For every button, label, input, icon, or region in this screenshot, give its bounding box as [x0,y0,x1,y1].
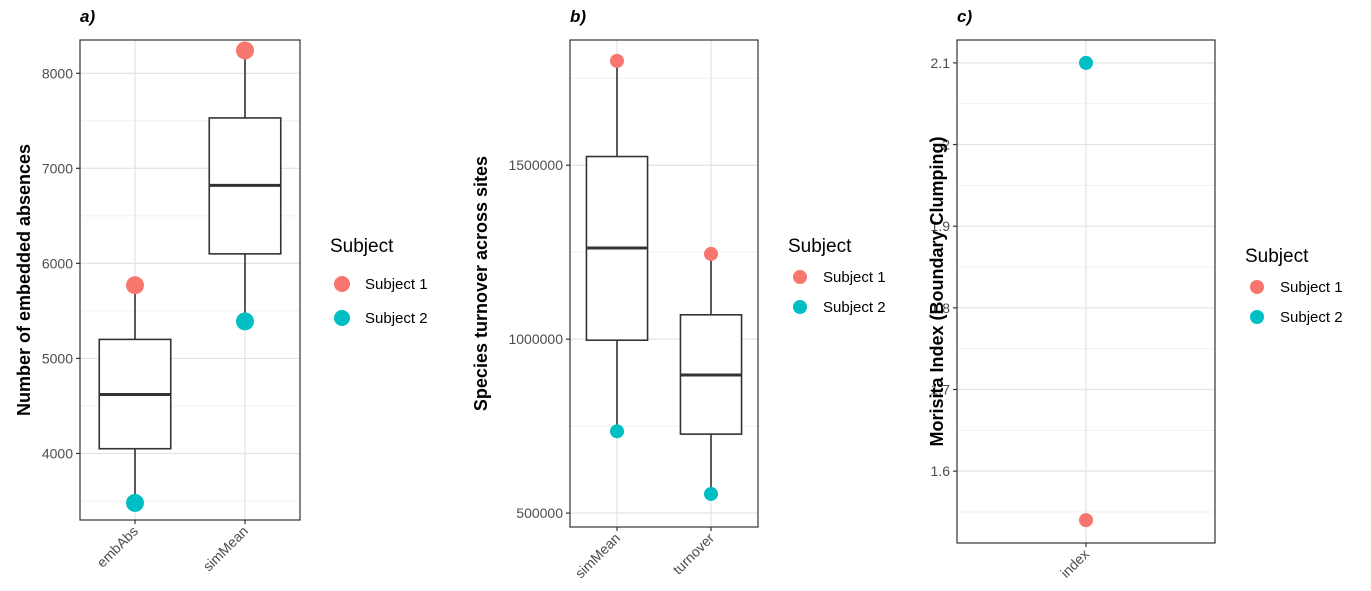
legend-key-1 [334,276,350,292]
y-tick-label: 5000 [42,350,73,366]
point-subject-1 [126,276,144,295]
legend-key-2 [334,310,350,326]
x-tick-label: simMean [572,530,623,581]
y-tick-label: 6000 [42,255,73,271]
legend-key-2 [1250,310,1264,324]
panel-2: 500000 1000000 1500000 simMean turnover Speci… [471,7,886,581]
box-simMean [585,60,649,432]
legend: Subject Subject 1 Subject 2 [1245,246,1343,326]
legend-title: Subject [788,236,852,257]
y-axis-title: Number of embedded absences [14,144,34,416]
legend: Subject Subject 1 Subject 2 [330,236,428,327]
legend-title: Subject [330,236,394,257]
y-axis-title: Species turnover across sites [471,156,491,411]
point-subject-1 [236,41,254,60]
legend: Subject Subject 1 Subject 2 [788,236,886,316]
point-subject-1 [610,53,624,68]
panel-border [79,39,301,521]
y-tick-label: 1000000 [508,331,563,347]
legend-label: Subject 1 [365,276,428,293]
y-tick-label: 1.9 [931,218,951,234]
legend-label: Subject 1 [1280,279,1343,296]
point-subject-2 [236,312,254,331]
point-subject-2 [704,486,718,501]
y-tick-label: 7000 [42,160,73,176]
y-tick-label: 1500000 [508,157,563,173]
legend-key-1 [793,270,807,284]
y-tick-label: 2.1 [931,55,951,71]
box-embAbs [98,285,172,503]
legend-key-1 [1250,280,1264,294]
point-subject-2 [610,424,624,439]
point-subject-2 [126,493,144,512]
point-subject-2 [1079,55,1093,70]
x-tick-label: turnover [669,530,717,578]
y-tick-label: 1.8 [931,300,951,316]
y-tick-label: 1.7 [931,381,951,397]
legend-label: Subject 1 [823,269,886,286]
legend-title: Subject [1245,246,1309,267]
x-tick-label: embAbs [93,523,141,571]
legend-key-2 [793,300,807,314]
x-tick-label: index [1057,546,1092,581]
y-tick-label: 8000 [42,65,73,81]
panel-1: 4000 5000 6000 7000 8000 embAbs simMean Number … [14,7,428,574]
panel-tag: c) [957,7,972,26]
y-tick-label: 2 [942,137,950,153]
box-turnover [679,253,743,494]
y-tick-label: 4000 [42,445,73,461]
panel-border [569,39,759,528]
y-axis-title: Morisita Index (Boundary Clumping) [927,136,947,446]
legend-label: Subject 2 [365,310,428,327]
y-tick-label: 1.6 [931,463,951,479]
panel-3: 1.6 1.7 1.8 1.9 2 2.1 index Morisita Index (Bou… [927,7,1343,581]
point-subject-1 [704,246,718,261]
panel-tag: b) [570,7,586,26]
legend-label: Subject 2 [823,299,886,316]
y-tick-label: 500000 [516,505,563,521]
box-simMean [208,50,282,322]
point-subject-1 [1079,513,1093,528]
x-tick-label: simMean [200,523,251,574]
panel-tag: a) [80,7,95,26]
legend-label: Subject 2 [1280,309,1343,326]
